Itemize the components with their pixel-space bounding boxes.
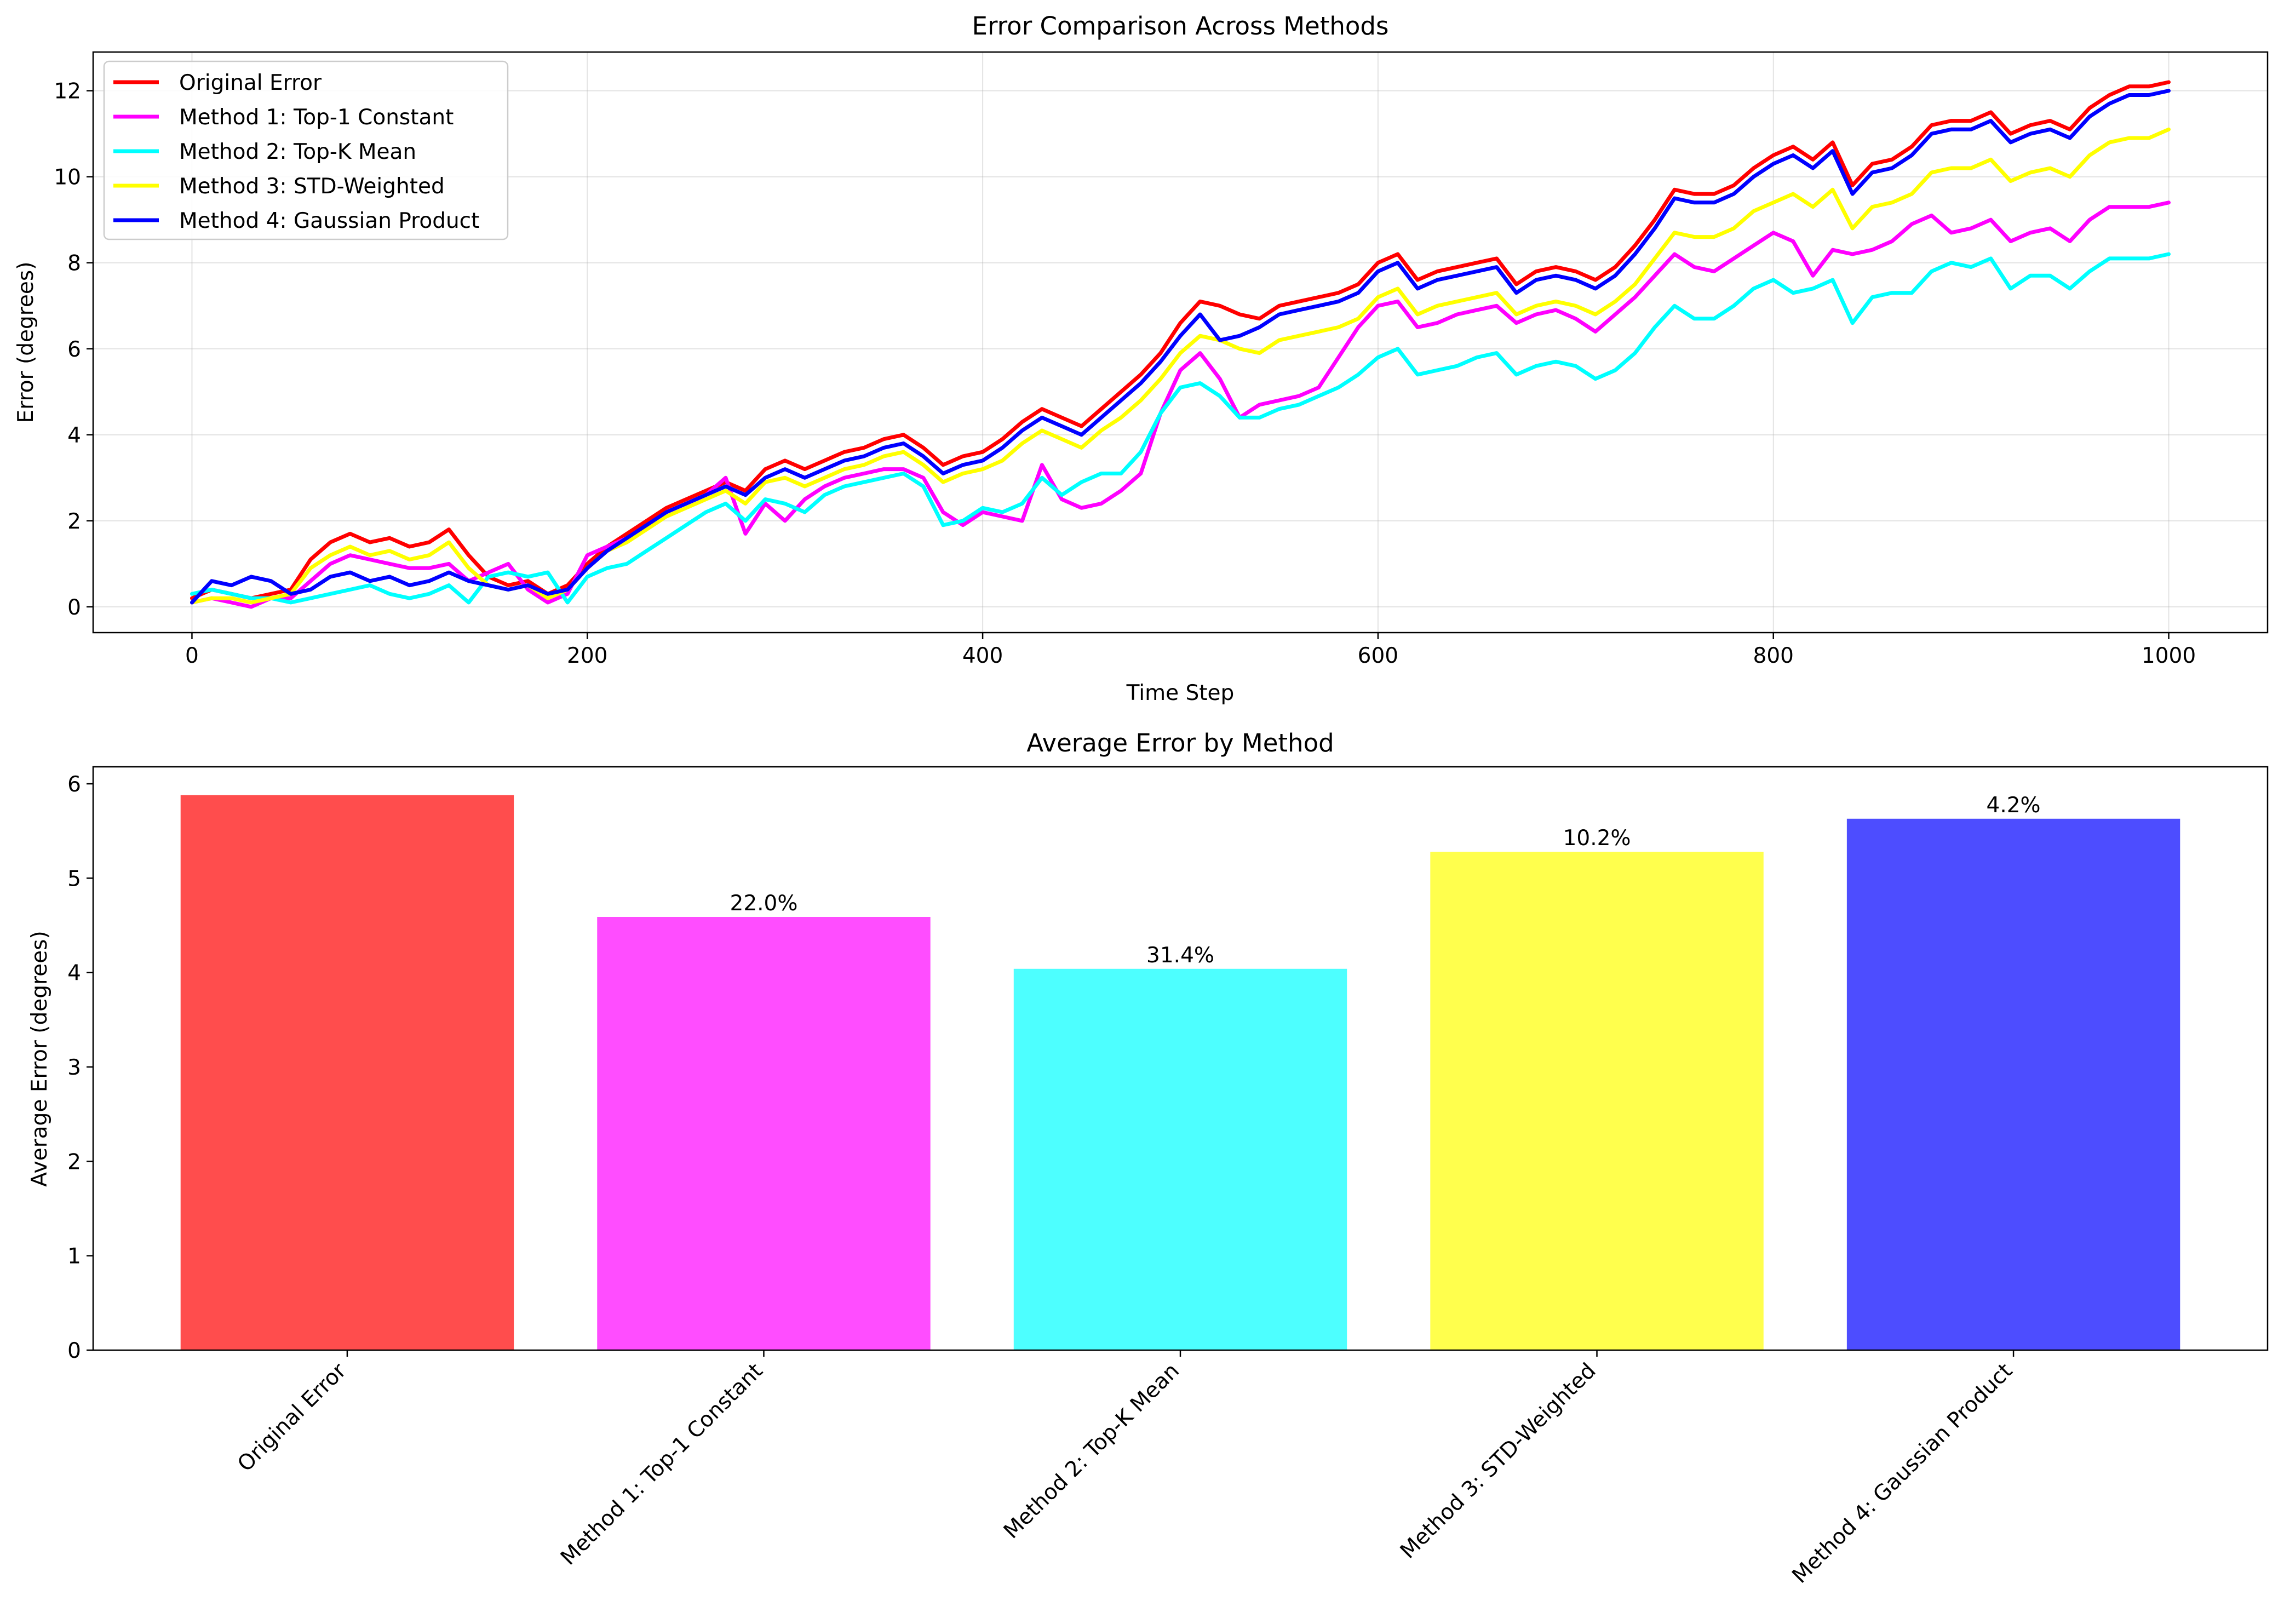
y-tick-label: 10 [54, 165, 81, 190]
bar-chart: Average Error by Method 22.0% 31.4% 10.2% 4… [27, 728, 2269, 1588]
y-tick-label: 2 [67, 1150, 81, 1174]
line-chart-x-ticks: 0 200 400 600 800 1000 [185, 633, 2196, 668]
legend-entry: Method 2: Top-K Mean [179, 140, 416, 164]
legend-entry: Method 4: Gaussian Product [179, 209, 479, 233]
x-tick-label: 1000 [2142, 644, 2196, 668]
bar-chart-bars [180, 795, 2180, 1350]
x-tick-label: 600 [1358, 644, 1398, 668]
bar-data-label: 4.2% [1987, 793, 2041, 818]
y-tick-label: 2 [67, 509, 81, 534]
bar-chart-y-ticks: 0 1 2 3 4 5 6 [67, 772, 93, 1363]
y-tick-label: 0 [67, 595, 81, 620]
line-chart-frame [92, 51, 2269, 634]
line-chart-title: Error Comparison Across Methods [972, 12, 1389, 41]
legend-entry: Method 3: STD-Weighted [179, 174, 445, 199]
x-tick-label: 400 [962, 644, 1003, 668]
line-chart-y-axis-label: Error (degrees) [14, 262, 38, 423]
y-tick-label: 5 [67, 866, 81, 891]
legend-entry: Original Error [179, 71, 322, 95]
line-chart-x-axis-label: Time Step [1126, 681, 1235, 705]
bar-1 [180, 795, 514, 1350]
line-chart-series [190, 80, 2171, 609]
x-tick-label: Method 4: Gaussian Product [1788, 1358, 2018, 1588]
y-tick-label: 8 [67, 251, 81, 276]
bar-5 [1846, 818, 2180, 1350]
series-line-2 [190, 200, 2171, 609]
y-tick-label: 3 [67, 1055, 81, 1080]
bar-data-label: 22.0% [730, 891, 798, 916]
bar-2 [597, 917, 931, 1350]
y-tick-label: 12 [54, 79, 81, 104]
bar-chart-data-labels: 22.0% 31.4% 10.2% 4.2% [730, 793, 2041, 968]
line-chart-legend: Original Error Method 1: Top-1 Constant Me… [103, 60, 509, 240]
series-line-3 [190, 252, 2171, 605]
x-tick-label: Method 3: STD-Weighted [1396, 1358, 1601, 1564]
y-tick-label: 4 [67, 961, 81, 986]
x-tick-label: 200 [567, 644, 607, 668]
y-tick-label: 0 [67, 1339, 81, 1363]
series-line-5 [190, 89, 2171, 605]
bar-3 [1013, 968, 1347, 1350]
x-tick-label: 800 [1753, 644, 1794, 668]
legend-entry: Method 1: Top-1 Constant [179, 105, 454, 130]
line-chart-y-ticks: 0 2 4 6 8 10 12 [54, 79, 93, 620]
legend-frame [103, 60, 509, 240]
bar-chart-title: Average Error by Method [1026, 728, 1334, 758]
x-tick-label: Method 2: Top-K Mean [999, 1358, 1184, 1543]
bar-chart-y-axis-label: Average Error (degrees) [27, 931, 52, 1186]
y-tick-label: 1 [67, 1244, 81, 1269]
bar-chart-x-ticks: Original Error Method 1: Top-1 Constant Me… [233, 1350, 2017, 1588]
line-chart: Error Comparison Across Methods 0 200 400 6… [14, 12, 2269, 705]
y-tick-label: 6 [67, 772, 81, 797]
x-tick-label: 0 [185, 644, 199, 668]
bar-data-label: 10.2% [1563, 826, 1631, 851]
x-tick-label: Original Error [233, 1358, 351, 1477]
bar-data-label: 31.4% [1146, 943, 1214, 968]
bar-4 [1430, 852, 1764, 1350]
y-tick-label: 4 [67, 423, 81, 448]
y-tick-label: 6 [67, 337, 81, 362]
x-tick-label: Method 1: Top-1 Constant [556, 1358, 767, 1570]
legend-items: Original Error Method 1: Top-1 Constant Me… [113, 71, 479, 233]
